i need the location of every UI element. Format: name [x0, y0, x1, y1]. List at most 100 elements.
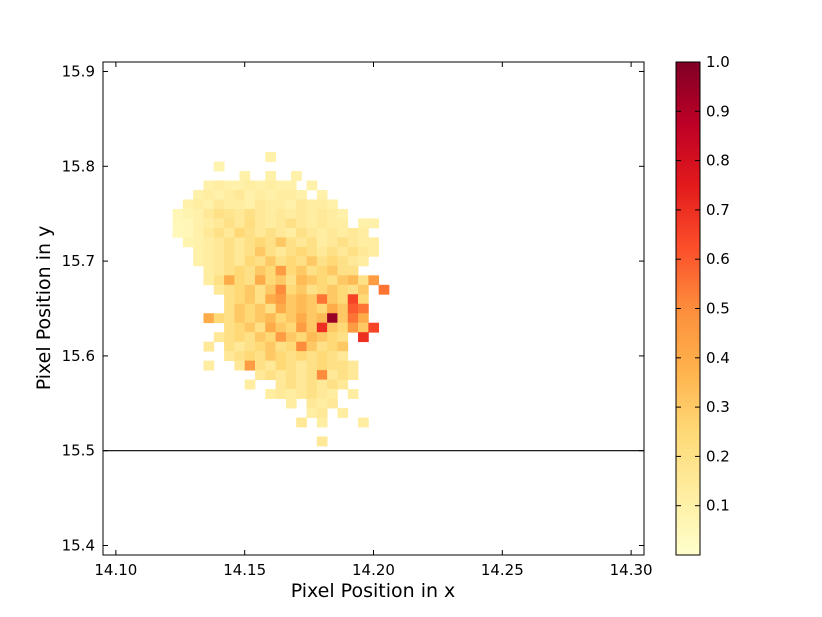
heatmap-cell	[337, 370, 349, 380]
heatmap-cell	[255, 341, 266, 352]
heatmap-cell	[306, 332, 318, 343]
heatmap-cell	[255, 332, 266, 343]
heatmap-cell	[337, 322, 349, 333]
heatmap-cell	[316, 284, 328, 295]
heatmap-cell	[316, 389, 328, 399]
heatmap-cell	[316, 408, 328, 418]
heatmap-cell	[224, 256, 235, 267]
heatmap-cell	[285, 360, 297, 371]
heatmap-cells	[172, 152, 390, 447]
heatmap-cell	[296, 284, 307, 295]
heatmap-cell	[234, 303, 246, 314]
heatmap-cell	[244, 180, 256, 191]
heatmap-cell	[275, 265, 287, 276]
heatmap-cell	[306, 408, 318, 418]
heatmap-cell	[213, 265, 225, 276]
heatmap-cell	[224, 332, 235, 343]
heatmap-cell	[255, 199, 266, 210]
heatmap-cell	[306, 275, 318, 286]
heatmap-cell	[285, 246, 297, 257]
heatmap-cell	[291, 171, 302, 181]
heatmap-cell	[265, 389, 276, 399]
heatmap-cell	[265, 313, 276, 324]
heatmap-cell	[203, 246, 215, 257]
heatmap-cell	[203, 256, 215, 267]
heatmap-cell	[316, 322, 328, 333]
heatmap-cell	[234, 360, 246, 371]
heatmap-cell	[306, 208, 318, 219]
heatmap-cell	[182, 199, 194, 210]
colorbar-tick-label: 1.0	[706, 53, 730, 71]
heatmap-cell	[316, 303, 328, 314]
heatmap-cell	[296, 256, 307, 267]
heatmap-cell	[316, 332, 328, 343]
heatmap-cell	[255, 180, 266, 191]
heatmap-cell	[244, 208, 256, 219]
heatmap-cell	[327, 256, 338, 267]
heatmap-cell	[316, 341, 328, 352]
heatmap-cell	[244, 322, 256, 333]
heatmap-cell	[224, 284, 235, 295]
heatmap-cell	[265, 275, 276, 286]
heatmap-cell	[285, 389, 297, 399]
heatmap-cell	[306, 370, 318, 380]
heatmap-cell	[275, 313, 287, 324]
heatmap-cell	[224, 322, 235, 333]
heatmap-cell	[327, 322, 338, 333]
heatmap-cell	[275, 389, 287, 399]
heatmap-cell	[337, 303, 349, 314]
heatmap-cell	[306, 341, 318, 352]
heatmap-cell	[275, 351, 287, 362]
heatmap-cell	[244, 265, 256, 276]
heatmap-cell	[337, 408, 349, 418]
heatmap-cell	[296, 237, 307, 248]
heatmap-cell	[316, 208, 328, 219]
heatmap-cell	[285, 180, 297, 191]
heatmap-cell	[203, 218, 215, 229]
heatmap-cell	[275, 379, 287, 390]
heatmap-cell	[182, 237, 194, 248]
heatmap-cell	[347, 313, 359, 324]
heatmap-cell	[244, 341, 256, 352]
y-tick-label: 15.8	[62, 157, 95, 175]
heatmap-cell	[265, 265, 276, 276]
heatmap-cell	[182, 208, 194, 219]
heatmap-cell	[213, 208, 225, 219]
heatmap-cell	[213, 332, 225, 343]
heatmap-cell	[296, 332, 307, 343]
heatmap-cell	[275, 341, 287, 352]
heatmap-cell	[234, 189, 246, 200]
heatmap-cell	[337, 265, 349, 276]
heatmap-cell	[275, 332, 287, 343]
heatmap-cell	[234, 237, 246, 248]
heatmap-cell	[285, 189, 297, 200]
heatmap-cell	[193, 189, 204, 200]
heatmap-cell	[244, 218, 256, 229]
heatmap-cell	[172, 227, 184, 238]
colorbar-tick-label: 0.7	[706, 201, 730, 219]
heatmap-cell	[255, 322, 266, 333]
heatmap-cell	[306, 360, 318, 371]
heatmap-cell	[213, 199, 225, 210]
heatmap-cell	[244, 227, 256, 238]
heatmap-cell	[347, 370, 359, 380]
heatmap-cell	[327, 284, 338, 295]
heatmap-cell	[296, 360, 307, 371]
heatmap-cell	[368, 275, 380, 286]
heatmap-cell	[358, 417, 369, 428]
heatmap-cell	[306, 256, 318, 267]
heatmap-cell	[327, 237, 338, 248]
heatmap-cell	[234, 284, 246, 295]
heatmap-cell	[234, 180, 246, 191]
heatmap-cell	[265, 218, 276, 229]
heatmap-cell	[327, 265, 338, 276]
heatmap-cell	[224, 341, 235, 352]
heatmap-cell	[265, 152, 276, 162]
colorbar-tick-label: 0.8	[706, 152, 730, 170]
heatmap-cell	[296, 303, 307, 314]
heatmap-cell	[306, 322, 318, 333]
heatmap-cell	[275, 246, 287, 257]
heatmap-cell	[234, 199, 246, 210]
heatmap-cell	[316, 370, 328, 380]
heatmap-cell	[265, 171, 276, 181]
